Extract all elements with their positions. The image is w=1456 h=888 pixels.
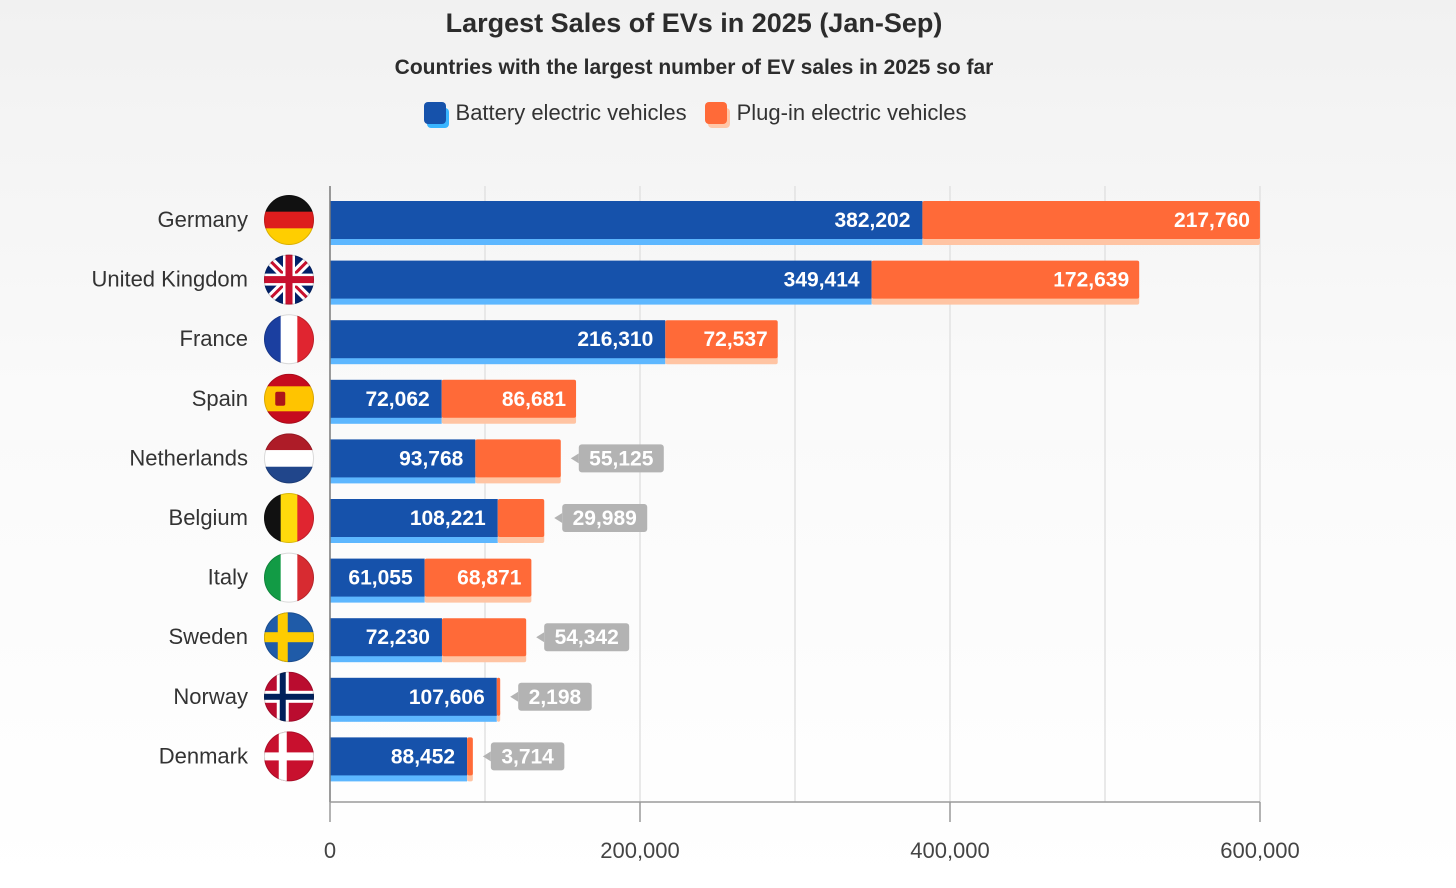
bev-value-label: 108,221 xyxy=(410,507,486,530)
bev-value-label: 349,414 xyxy=(784,269,860,292)
flag-outline xyxy=(264,731,314,782)
chart-title: Largest Sales of EVs in 2025 (Jan-Sep) xyxy=(445,8,943,38)
germany-flag-icon xyxy=(264,195,314,245)
netherlands-flag-icon xyxy=(264,433,314,484)
bev-value-label: 61,055 xyxy=(348,567,413,590)
bar-row-italy: 61,055 68,871 xyxy=(330,558,532,603)
bev-value-label: 72,230 xyxy=(366,626,430,649)
x-tick-label: 0 xyxy=(324,838,336,863)
phev-value-label: 172,639 xyxy=(1053,269,1129,292)
denmark-flag-icon xyxy=(264,731,314,782)
bev-bar[interactable] xyxy=(330,499,498,537)
norway-flag-icon xyxy=(264,671,314,722)
category-label: Denmark xyxy=(159,743,249,768)
category-label: Belgium xyxy=(169,505,248,530)
bev-bar[interactable] xyxy=(330,677,497,716)
bev-bar[interactable] xyxy=(330,439,476,478)
united-kingdom-flag-icon xyxy=(264,254,314,305)
flag-outline xyxy=(264,254,314,305)
category-label: Italy xyxy=(208,565,248,590)
bev-value-label: 72,062 xyxy=(365,388,429,411)
bev-bar[interactable] xyxy=(330,201,923,239)
bev-bar[interactable] xyxy=(330,737,468,776)
phev-bar[interactable] xyxy=(441,618,527,657)
bar-row-netherlands: 93,768 55,125 xyxy=(330,439,664,484)
flag-outline xyxy=(264,314,314,365)
phev-value-callout: 55,125 xyxy=(570,444,664,473)
bar-row-sweden: 72,230 54,342 xyxy=(330,618,630,663)
bar-row-spain: 72,062 86,681 xyxy=(330,379,577,424)
bev-value-label: 107,606 xyxy=(409,686,485,709)
flag-outline xyxy=(264,195,314,245)
phev-bar[interactable] xyxy=(871,260,1140,299)
phev-value-label: 54,342 xyxy=(555,626,619,649)
chart-legend: Battery electric vehicles Plug-in electr… xyxy=(0,100,1390,128)
bar-row-belgium: 108,221 29,989 xyxy=(330,499,648,543)
category-label: Norway xyxy=(173,684,248,709)
phev-bar[interactable] xyxy=(441,379,577,418)
belgium-flag-icon xyxy=(264,493,314,543)
phev-value-label: 86,681 xyxy=(502,388,567,411)
legend-item-phev[interactable]: Plug-in electric vehicles xyxy=(704,100,967,128)
legend-item-bev[interactable]: Battery electric vehicles xyxy=(423,100,687,128)
bev-value-label: 93,768 xyxy=(399,447,464,470)
flag-outline xyxy=(264,493,314,543)
phev-bar[interactable] xyxy=(467,737,473,776)
bar-row-norway: 107,606 2,198 xyxy=(330,677,592,722)
bev-value-label: 216,310 xyxy=(577,328,653,351)
phev-value-label: 2,198 xyxy=(529,686,582,709)
legend-swatch-phev xyxy=(704,102,730,128)
sweden-flag-icon xyxy=(264,612,314,663)
bar-row-denmark: 88,452 3,714 xyxy=(330,737,565,782)
category-label: Spain xyxy=(192,386,248,411)
flag-outline xyxy=(264,671,314,722)
legend-swatch-bev xyxy=(423,102,449,128)
flag-outline xyxy=(264,552,314,603)
phev-value-callout: 29,989 xyxy=(554,504,648,532)
legend-label-phev: Plug-in electric vehicles xyxy=(736,100,967,125)
phev-bar[interactable] xyxy=(665,320,778,359)
phev-bar[interactable] xyxy=(496,677,501,716)
flag-outline xyxy=(264,373,314,424)
chart-subtitle: Countries with the largest number of EV … xyxy=(394,56,994,79)
phev-value-callout: 54,342 xyxy=(536,623,630,652)
phev-value-label: 29,989 xyxy=(573,507,637,530)
category-label: Sweden xyxy=(168,624,248,649)
flag-outline xyxy=(264,433,314,484)
bev-value-label: 382,202 xyxy=(834,209,910,232)
france-flag-icon xyxy=(264,314,314,365)
phev-bar[interactable] xyxy=(475,439,561,478)
bar-row-germany: 382,202 217,760 xyxy=(330,201,1260,245)
phev-bar[interactable] xyxy=(497,499,545,537)
bev-bar[interactable] xyxy=(330,260,872,299)
x-tick-label: 600,000 xyxy=(1220,838,1300,863)
phev-value-callout: 2,198 xyxy=(510,682,592,711)
italy-flag-icon xyxy=(264,552,314,603)
phev-value-label: 72,537 xyxy=(703,328,767,351)
bev-bar[interactable] xyxy=(330,618,442,657)
category-label: Netherlands xyxy=(129,445,248,470)
category-label: France xyxy=(180,326,248,351)
legend-label-bev: Battery electric vehicles xyxy=(455,100,687,125)
phev-bar[interactable] xyxy=(922,201,1260,239)
phev-bar[interactable] xyxy=(424,558,532,597)
bev-bar[interactable] xyxy=(330,379,442,418)
flag-outline xyxy=(264,612,314,663)
category-label: United Kingdom xyxy=(91,267,248,292)
phev-value-label: 217,760 xyxy=(1174,209,1250,232)
x-tick-label: 200,000 xyxy=(600,838,680,863)
x-tick-label: 400,000 xyxy=(910,838,990,863)
phev-value-label: 55,125 xyxy=(589,447,654,470)
bev-value-label: 88,452 xyxy=(391,745,455,768)
category-label: Germany xyxy=(158,207,248,232)
phev-value-label: 3,714 xyxy=(501,745,554,768)
bar-row-france: 216,310 72,537 xyxy=(330,320,778,365)
bev-bar[interactable] xyxy=(330,320,666,359)
bev-bar[interactable] xyxy=(330,558,425,597)
phev-value-callout: 3,714 xyxy=(482,742,565,771)
bar-row-united-kingdom: 349,414 172,639 xyxy=(330,260,1140,305)
phev-value-label: 68,871 xyxy=(457,567,522,590)
